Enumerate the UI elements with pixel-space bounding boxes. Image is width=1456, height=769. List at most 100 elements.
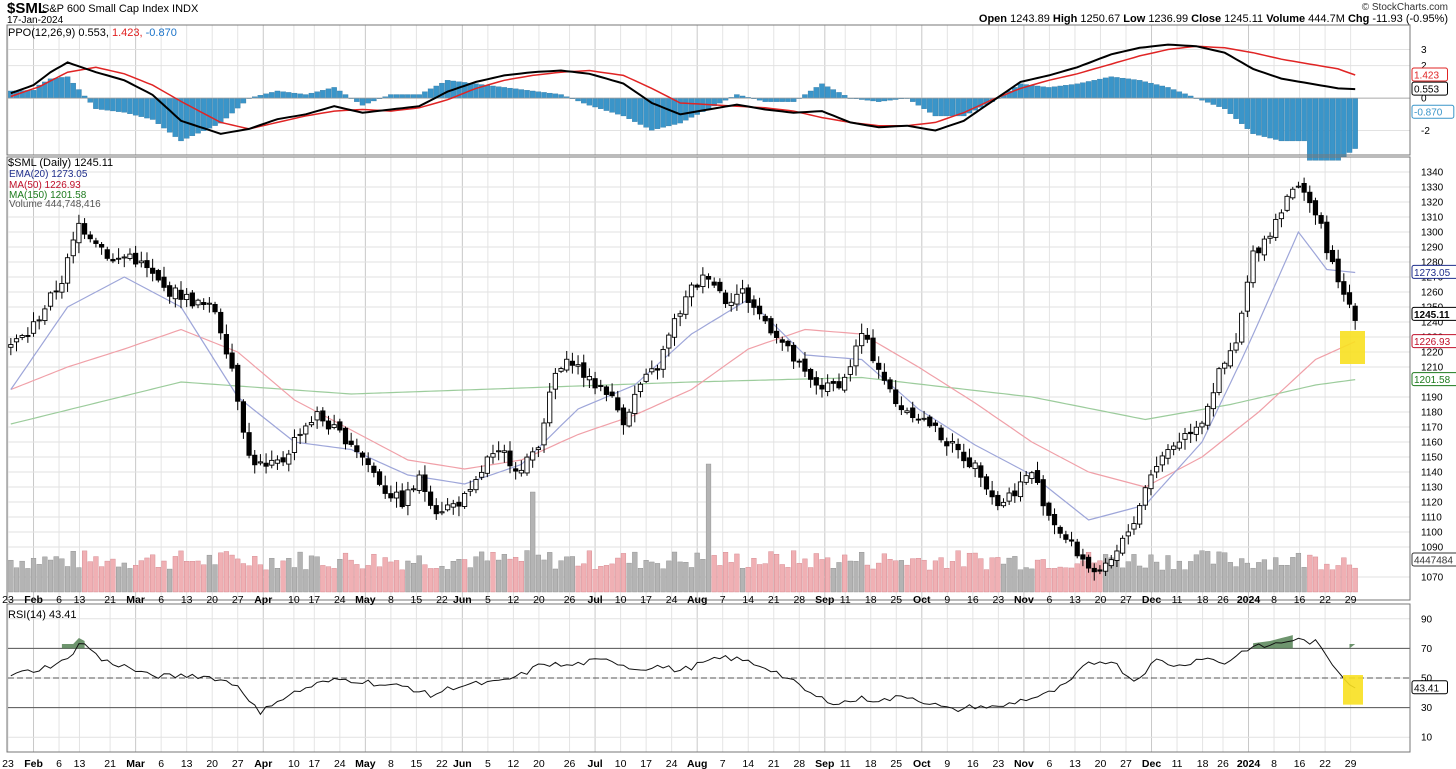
candle-body xyxy=(1029,472,1035,480)
volume-bar xyxy=(654,563,661,593)
volume-bar xyxy=(1199,550,1205,593)
candle-body xyxy=(671,318,678,338)
volume-bar xyxy=(484,560,490,593)
candle-body xyxy=(19,335,25,338)
candle-body xyxy=(257,461,264,464)
price-y-tick: 1240 xyxy=(1421,318,1444,329)
candle-body xyxy=(439,511,445,514)
candle-body xyxy=(42,308,48,322)
x-label-mid: 14 xyxy=(742,594,754,606)
x-label-bottom: 13 xyxy=(181,758,193,769)
x-label-mid: Sep xyxy=(815,594,834,606)
candle-body xyxy=(342,427,349,445)
candle-body xyxy=(1227,350,1233,367)
ppo-histogram-bar xyxy=(365,97,371,104)
volume-bar xyxy=(1290,557,1296,593)
x-label-bottom: 23 xyxy=(2,758,14,769)
volume-bar xyxy=(354,564,360,593)
candle-body xyxy=(1119,537,1126,554)
candle-body xyxy=(1216,368,1222,393)
volume-bar xyxy=(717,565,723,593)
candle-body xyxy=(983,476,990,490)
ppo-histogram-bar xyxy=(410,94,417,99)
candle-body xyxy=(904,410,910,414)
candle-body xyxy=(359,452,366,458)
candle-body xyxy=(677,313,683,317)
copyright[interactable]: © StockCharts.com xyxy=(1361,2,1448,13)
ppo-histogram-bar xyxy=(87,97,93,103)
volume-bar xyxy=(337,559,343,593)
volume-bar xyxy=(1346,564,1353,593)
volume-bar xyxy=(796,563,802,593)
candle-body xyxy=(1341,281,1347,295)
candle-body xyxy=(1165,449,1171,459)
candle-body xyxy=(876,362,882,370)
candle-body xyxy=(1142,487,1148,506)
candle-body xyxy=(1131,523,1137,530)
x-label-bottom: 29 xyxy=(1345,758,1357,769)
x-label-bottom: 24 xyxy=(334,758,346,769)
volume-bar xyxy=(949,561,956,593)
x-label-bottom: Sep xyxy=(815,758,834,769)
ppo-histogram-bar xyxy=(1204,97,1211,103)
candle-body xyxy=(1051,514,1058,526)
x-label-mid: 8 xyxy=(388,594,394,606)
x-label-bottom: 22 xyxy=(436,758,448,769)
volume-bar xyxy=(972,552,978,593)
volume-bar xyxy=(64,566,71,593)
candle-body xyxy=(1307,191,1313,204)
candle-body xyxy=(64,257,71,284)
candle-body xyxy=(1205,405,1211,426)
candle-body xyxy=(541,422,547,446)
volume-bar xyxy=(1239,558,1245,593)
ppo-histogram-bar xyxy=(1080,82,1086,99)
candle-body xyxy=(722,292,729,305)
candle-body xyxy=(467,488,473,492)
volume-bar xyxy=(206,554,212,593)
x-label-mid: 25 xyxy=(890,594,902,606)
ppo-histogram-bar xyxy=(1063,85,1069,99)
ppo-legend-value: 0.553, xyxy=(78,27,109,39)
volume-bar xyxy=(382,557,388,593)
rsi-highlight-box xyxy=(1343,675,1363,705)
price-value-label: 1245.11 xyxy=(1414,310,1450,321)
symbol: $SML xyxy=(7,0,48,17)
ppo-histogram-bar xyxy=(790,97,797,102)
ppo-histogram-bar xyxy=(1074,83,1080,99)
volume-bar xyxy=(1051,568,1058,593)
x-label-mid: 21 xyxy=(104,594,116,606)
candle-body xyxy=(1210,392,1216,410)
candle-body xyxy=(995,494,1001,507)
candle-body xyxy=(756,305,763,315)
volume-bar xyxy=(365,565,371,593)
ppo-value-box xyxy=(1411,81,1448,96)
x-label-mid: Nov xyxy=(1014,594,1034,606)
volume-bar xyxy=(371,553,377,593)
candle-body xyxy=(1290,188,1296,199)
candle-body xyxy=(700,274,706,288)
volume-bar xyxy=(711,555,717,593)
candle-body xyxy=(150,267,156,274)
candle-body xyxy=(393,491,400,499)
price-y-tick: 1120 xyxy=(1421,498,1443,509)
ppo-histogram-bar xyxy=(1057,85,1063,99)
volume-bar xyxy=(791,550,797,593)
candle-body xyxy=(813,377,819,386)
candle-body xyxy=(1006,492,1012,502)
candle-body xyxy=(30,321,37,334)
ppo-histogram-bar xyxy=(785,97,791,102)
ppo-histogram-bar xyxy=(144,97,150,119)
ppo-histogram-bar xyxy=(1352,97,1358,149)
volume-bar xyxy=(513,557,519,593)
volume-bar xyxy=(280,560,286,593)
chg-label: Chg xyxy=(1347,13,1370,25)
x-label-bottom: 2024 xyxy=(1237,758,1261,769)
ppo-histogram-bar xyxy=(229,97,235,114)
volume-bar xyxy=(1278,564,1285,593)
ppo-histogram-bar xyxy=(1261,97,1268,137)
volume-bar xyxy=(388,561,394,593)
ppo-histogram-bar xyxy=(1256,97,1262,136)
ppo-value-box xyxy=(1411,104,1455,119)
ppo-histogram-bar xyxy=(609,97,615,113)
volume-bar xyxy=(734,553,740,593)
